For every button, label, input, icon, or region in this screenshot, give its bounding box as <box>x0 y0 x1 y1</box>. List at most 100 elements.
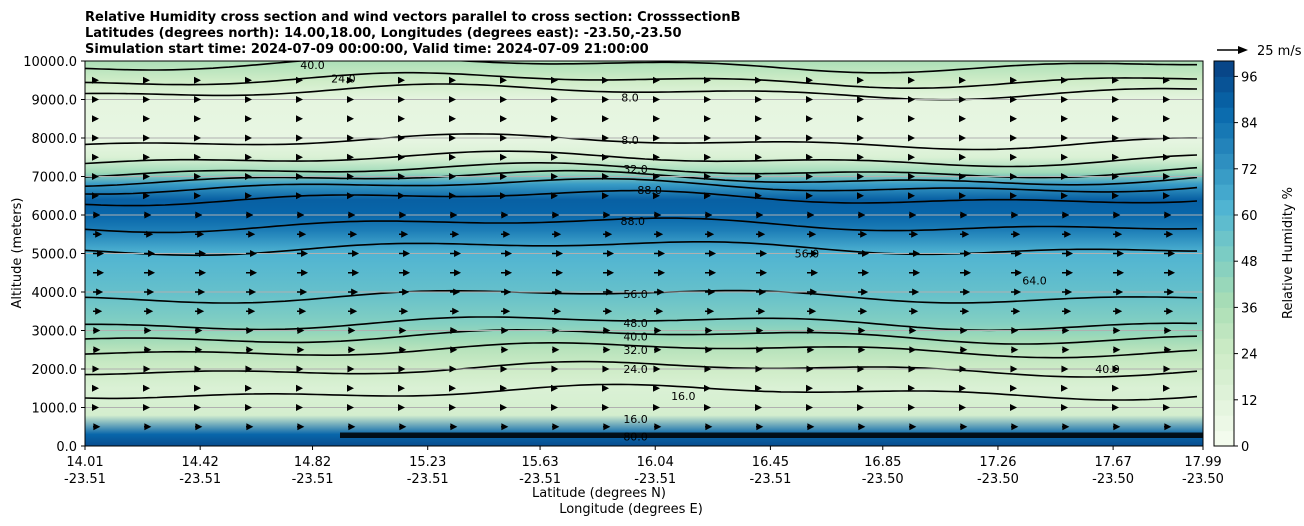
wind-vector-arrow <box>908 365 916 373</box>
x-tick-label-latitude: 16.45 <box>752 455 789 470</box>
wind-vector-arrow <box>654 288 665 296</box>
wind-vector-arrow <box>908 404 915 411</box>
wind-vector-arrow <box>704 192 711 200</box>
wind-vector-arrow <box>195 307 205 315</box>
wind-vector-arrow <box>296 115 303 123</box>
contour-line-56.0 <box>85 289 1198 304</box>
wind-vector-arrow <box>93 230 103 238</box>
wind-vector-arrow <box>909 211 917 219</box>
wind-vector-arrow <box>399 307 409 315</box>
wind-vector-arrow <box>807 211 815 219</box>
wind-vector-arrow <box>347 173 354 180</box>
wind-vector-arrow <box>501 269 513 277</box>
wind-vector-arrow <box>296 365 304 373</box>
x-tick-label-latitude: 17.67 <box>1095 455 1132 470</box>
wind-vector-arrow <box>501 250 513 257</box>
wind-vector-arrow <box>755 134 762 142</box>
colorbar-tick-label: 24 <box>1241 348 1258 363</box>
wind-vector-arrow <box>347 153 354 161</box>
wind-vector-arrow <box>1163 134 1170 142</box>
wind-vector-arrow <box>755 96 762 103</box>
wind-vector-arrow <box>807 346 815 354</box>
wind-vector-arrow <box>450 307 460 315</box>
wind-vector-arrow <box>1011 288 1022 296</box>
colorbar-band <box>1214 292 1234 308</box>
wind-vector-arrow <box>807 230 817 238</box>
wind-vector-arrow <box>143 134 150 142</box>
wind-vector-arrow <box>348 250 360 257</box>
wind-vector-arrow <box>398 153 405 161</box>
wind-vector-arrow <box>1061 96 1068 103</box>
wind-vector-arrow <box>705 250 717 257</box>
wind-vector-arrow <box>1010 134 1017 142</box>
wind-vector-arrow <box>245 96 252 103</box>
wind-vector-arrow <box>653 115 660 123</box>
x-tick-label-longitude: -23.51 <box>634 472 676 487</box>
wind-vector-arrow <box>297 269 309 277</box>
wind-vector-arrow <box>806 173 813 180</box>
wind-vector-arrow <box>92 192 99 200</box>
wind-vector-arrow <box>93 250 105 257</box>
wind-vector-arrow <box>653 96 660 103</box>
contour-label: 24.0 <box>623 363 648 376</box>
wind-vector-arrow <box>1010 96 1017 103</box>
wind-vector-arrow <box>1062 250 1074 257</box>
wind-vector-arrow <box>755 404 762 411</box>
wind-vector-arrow <box>1163 404 1170 411</box>
x-tick-label-longitude: -23.51 <box>749 472 791 487</box>
wind-vector-arrow <box>1011 423 1019 431</box>
wind-vector-arrow <box>653 173 660 180</box>
contour-line-64.0 <box>85 241 1197 257</box>
x-tick-label-latitude: 15.23 <box>409 455 446 470</box>
colorbar-band <box>1214 399 1234 416</box>
wind-vector-arrow <box>398 173 405 180</box>
wind-vector-arrow <box>93 288 104 296</box>
wind-vector-arrow <box>1010 192 1017 200</box>
wind-vector-arrow <box>654 269 666 277</box>
contour-label: 64.0 <box>1022 274 1047 287</box>
colorbar-band <box>1214 107 1234 124</box>
wind-vector-arrow <box>245 365 253 373</box>
wind-vector-arrow <box>807 269 819 277</box>
wind-vector-arrow <box>806 365 814 373</box>
wind-vector-arrow <box>93 211 101 219</box>
wind-vector-arrow <box>296 134 303 142</box>
colorbar-bands <box>1214 61 1234 447</box>
quiver-key-arrowhead-icon <box>1238 46 1248 54</box>
wind-vector-arrow <box>909 250 921 257</box>
wind-vector-arrow <box>755 173 762 180</box>
contour-label: 56.0 <box>623 288 648 301</box>
x-tick-label-longitude: -23.50 <box>862 472 904 487</box>
wind-vector-arrow <box>602 365 610 373</box>
colorbar-band <box>1214 184 1234 201</box>
contour-line-40.0 <box>85 61 1197 74</box>
wind-vector-arrow <box>908 192 915 200</box>
wind-vector-arrow <box>602 384 609 392</box>
wind-vector-arrow <box>194 173 201 180</box>
x-tick-label-longitude: -23.51 <box>64 472 106 487</box>
wind-vector-arrow <box>1163 173 1170 180</box>
wind-vector-arrow <box>194 134 201 142</box>
wind-vector-arrow <box>348 346 356 354</box>
wind-vector-arrow <box>297 288 308 296</box>
wind-vector-arrow <box>245 384 252 392</box>
wind-vector-arrow <box>602 134 609 142</box>
wind-vector-arrow <box>450 423 458 431</box>
wind-vector-arrow <box>93 346 101 354</box>
wind-vector-arrow <box>1113 250 1125 257</box>
wind-vector-arrow <box>602 115 609 123</box>
wind-vector-arrow <box>1163 153 1170 161</box>
wind-vector-arrow <box>858 288 869 296</box>
x-tick-label-longitude: -23.50 <box>977 472 1019 487</box>
wind-vector-arrow <box>1163 115 1170 123</box>
wind-vector-arrow <box>1061 134 1068 142</box>
wind-vector-arrow <box>195 346 203 354</box>
contour-line-32.0 <box>85 342 1198 359</box>
x-tick-label-longitude: -23.51 <box>179 472 221 487</box>
contour-label: 24.0 <box>331 72 356 85</box>
wind-vector-arrow <box>909 346 917 354</box>
wind-vector-arrow <box>449 76 456 84</box>
colorbar-band <box>1214 430 1234 447</box>
wind-vector-arrow <box>959 115 966 123</box>
wind-vector-arrow <box>756 269 768 277</box>
